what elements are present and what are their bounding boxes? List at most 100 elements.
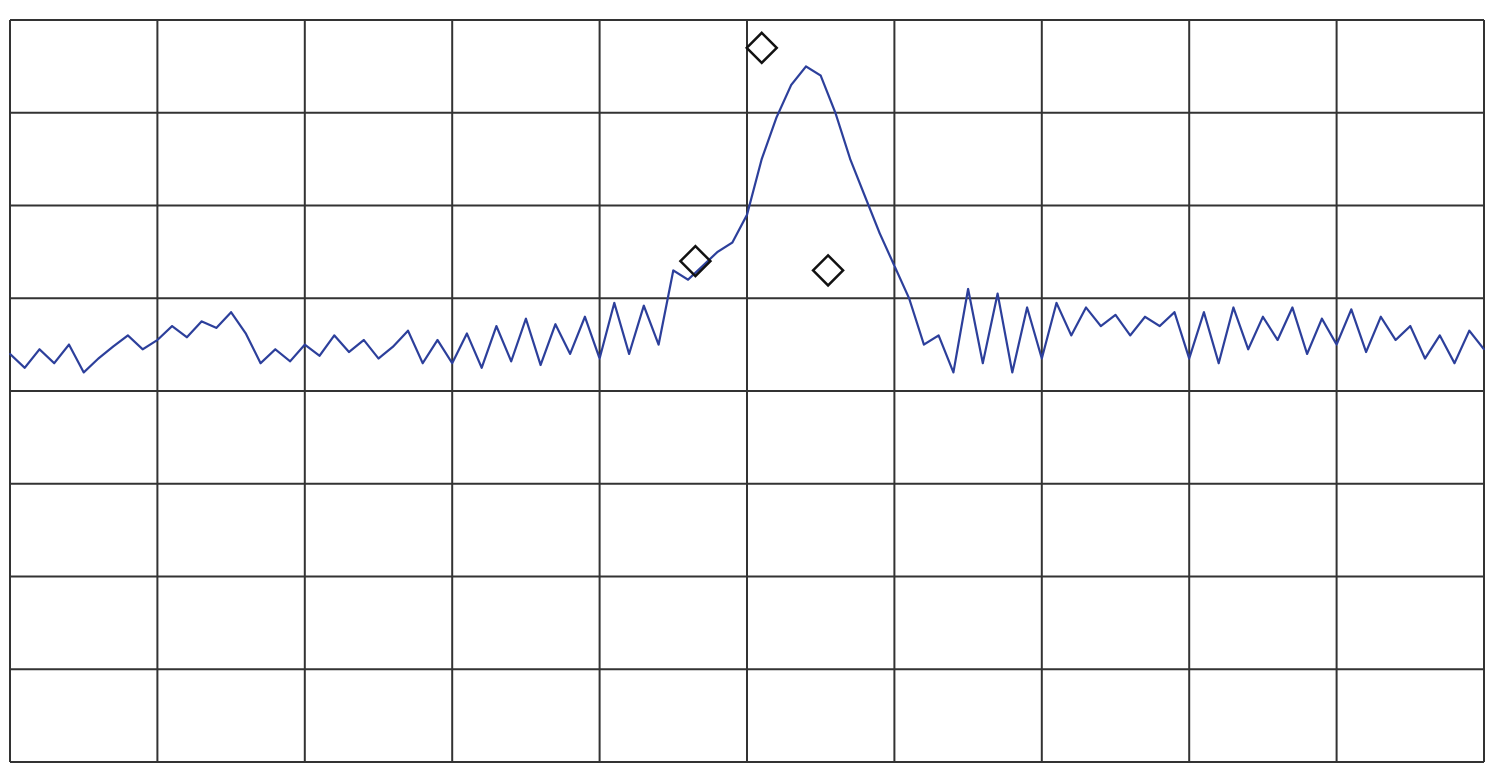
data-point (274, 348, 277, 351)
data-point (1217, 362, 1220, 365)
data-point (1409, 325, 1412, 327)
data-point (687, 278, 689, 281)
data-point (1438, 334, 1441, 337)
trace-layer (9, 65, 1485, 374)
data-point (569, 353, 572, 355)
data-point (392, 345, 395, 348)
data-point (1306, 353, 1309, 355)
data-point (1055, 301, 1058, 304)
data-point (1158, 325, 1161, 327)
data-point (642, 304, 645, 307)
data-point (1379, 315, 1382, 318)
data-point (716, 250, 719, 253)
data-point (1365, 351, 1367, 353)
data-point (480, 366, 483, 369)
data-point (495, 325, 498, 327)
data-point (701, 264, 704, 267)
data-point (38, 348, 41, 351)
data-point (613, 301, 616, 304)
data-point (466, 332, 468, 335)
data-point (53, 362, 56, 365)
data-point (1424, 357, 1426, 360)
data-point (112, 345, 115, 348)
data-point (775, 116, 778, 119)
data-point (1335, 343, 1338, 346)
data-point (1394, 339, 1397, 341)
data-point (657, 343, 660, 346)
data-point (377, 357, 380, 360)
data-point (1320, 317, 1323, 320)
data-point (922, 343, 925, 346)
data-point (790, 84, 793, 86)
marker-diamond (678, 244, 713, 278)
data-point (539, 364, 542, 366)
data-point (1099, 325, 1102, 327)
data-point (451, 362, 454, 365)
data-point (421, 362, 424, 365)
data-point (834, 111, 837, 114)
data-point (952, 371, 955, 374)
data-point (525, 317, 527, 320)
data-point (731, 241, 734, 244)
data-point (554, 323, 557, 326)
data-point (1203, 311, 1205, 314)
data-point (760, 158, 763, 161)
data-point (185, 336, 188, 339)
data-point (200, 320, 203, 323)
data-point (436, 339, 439, 341)
data-point (1070, 334, 1073, 337)
data-point (1468, 329, 1471, 332)
data-point (819, 74, 822, 77)
data-point (259, 362, 262, 365)
data-point (1011, 371, 1014, 374)
data-point (303, 343, 306, 346)
data-point (230, 311, 233, 314)
data-point (1026, 306, 1028, 309)
data-point (628, 353, 630, 355)
data-point (598, 357, 601, 360)
grid (9, 19, 1485, 763)
data-point (510, 360, 513, 363)
data-point (981, 362, 984, 365)
data-point (1188, 357, 1191, 360)
data-point (864, 195, 866, 198)
data-point (996, 292, 999, 295)
data-point (1040, 357, 1043, 360)
data-point (1085, 306, 1087, 309)
data-point (908, 297, 911, 300)
data-point (893, 264, 896, 267)
data-point (1483, 348, 1485, 351)
marker-layer (678, 31, 845, 288)
data-point (141, 348, 144, 351)
data-point (1262, 315, 1264, 318)
data-point (68, 343, 70, 346)
data-point (1232, 306, 1235, 309)
data-point (9, 353, 11, 355)
data-point (1350, 308, 1353, 311)
marker-diamond (811, 253, 845, 288)
data-point (849, 158, 852, 161)
data-point (318, 354, 321, 357)
data-point (215, 327, 218, 329)
data-point (333, 334, 336, 337)
data-point (362, 339, 365, 341)
data-point (1129, 334, 1132, 337)
data-point (289, 360, 291, 363)
data-point (805, 65, 807, 68)
data-point (937, 334, 940, 337)
data-point (878, 232, 881, 235)
data-point (171, 325, 174, 327)
data-point (23, 366, 26, 369)
data-point (1291, 306, 1294, 309)
data-point (1453, 362, 1456, 365)
data-point (1276, 339, 1279, 341)
data-point (97, 357, 100, 360)
data-point (127, 334, 129, 337)
data-point (583, 315, 586, 318)
data-point (348, 351, 350, 353)
data-point (407, 329, 409, 332)
data-point (1247, 348, 1250, 351)
data-point (1173, 311, 1176, 314)
